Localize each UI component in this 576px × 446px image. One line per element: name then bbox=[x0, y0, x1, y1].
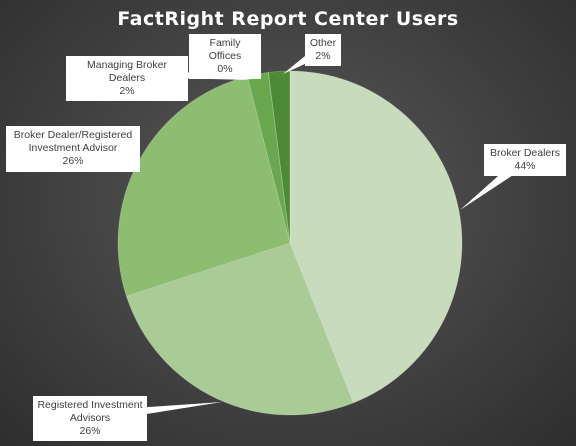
data-label: Broker Dealer/Registered Investment Advi… bbox=[6, 126, 140, 172]
category-label: Broker Dealers bbox=[489, 147, 561, 159]
pie-slice bbox=[125, 242, 354, 416]
data-label: Other 2% bbox=[305, 34, 341, 66]
data-label: Broker Dealers 44% bbox=[484, 144, 566, 176]
data-label: Family Offices 0% bbox=[189, 34, 261, 79]
category-label: Broker Dealer/Registered Investment Advi… bbox=[13, 129, 133, 154]
value-label: 26% bbox=[79, 425, 101, 437]
data-label: Registered Investment Advisors 26% bbox=[33, 396, 147, 441]
value-label: 2% bbox=[119, 85, 135, 97]
data-label: Managing Broker Dealers 2% bbox=[66, 56, 188, 101]
pie-slice bbox=[267, 70, 291, 244]
value-label: 2% bbox=[315, 50, 331, 62]
value-label: 26% bbox=[62, 155, 84, 167]
chart-title: FactRight Report Center Users bbox=[117, 8, 459, 30]
pie-slice bbox=[289, 70, 463, 404]
category-label: Managing Broker Dealers bbox=[87, 59, 167, 84]
category-label: Registered Investment Advisors bbox=[37, 399, 143, 424]
category-label: Family Offices bbox=[208, 37, 242, 62]
value-label: 0% bbox=[217, 63, 233, 75]
category-label: Other bbox=[309, 37, 337, 49]
value-label: 44% bbox=[514, 160, 536, 172]
